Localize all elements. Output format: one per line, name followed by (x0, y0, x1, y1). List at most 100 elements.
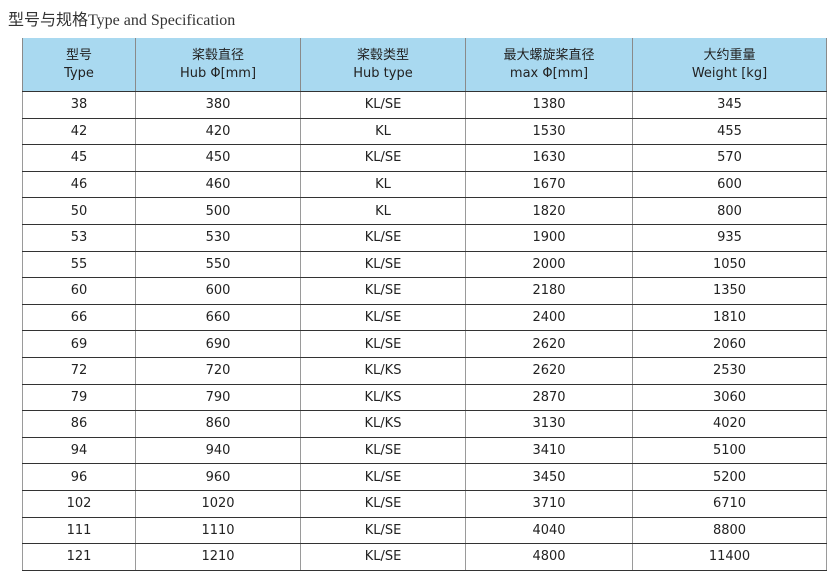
table-cell: 1630 (465, 144, 633, 172)
table-cell: 935 (632, 224, 827, 252)
table-cell: 800 (632, 197, 827, 225)
table-cell: 2870 (465, 384, 633, 412)
table-row: 69 690 KL/SE 2620 2060 (22, 330, 827, 358)
table-row: 94 940 KL/SE 3410 5100 (22, 437, 827, 465)
table-cell: 38 (22, 91, 136, 119)
table-cell: 3410 (465, 437, 633, 465)
table-cell: 1350 (632, 277, 827, 305)
spec-table: 型号 Type 桨毂直径 Hub Φ[mm] 桨毂类型 Hub type 最大螺旋桨直径 ma… (22, 38, 827, 571)
table-cell: 3060 (632, 384, 827, 412)
table-cell: 600 (135, 277, 301, 305)
table-cell: 420 (135, 118, 301, 146)
table-cell: 1810 (632, 304, 827, 332)
table-cell: 600 (632, 171, 827, 199)
column-header: 型号 Type (22, 38, 136, 92)
table-row: 45 450 KL/SE 1630 570 (22, 144, 827, 172)
column-header: 最大螺旋桨直径 max Φ[mm] (465, 38, 633, 92)
table-cell: 3710 (465, 490, 633, 518)
table-cell: 3130 (465, 410, 633, 438)
table-cell: 45 (22, 144, 136, 172)
table-cell: 69 (22, 330, 136, 358)
table-cell: 111 (22, 517, 136, 545)
table-cell: KL/SE (300, 304, 466, 332)
table-row: 60 600 KL/SE 2180 1350 (22, 277, 827, 305)
table-cell: KL/KS (300, 384, 466, 412)
table-cell: KL/SE (300, 543, 466, 571)
table-cell: 8800 (632, 517, 827, 545)
table-cell: 530 (135, 224, 301, 252)
table-cell: 60 (22, 277, 136, 305)
header-line: Weight [kg] (691, 65, 768, 81)
table-cell: 345 (632, 91, 827, 119)
table-cell: 455 (632, 118, 827, 146)
column-header: 桨毂类型 Hub type (300, 38, 466, 92)
table-row: 38 380 KL/SE 1380 345 (22, 91, 827, 119)
table-cell: 121 (22, 543, 136, 571)
table-cell: 1380 (465, 91, 633, 119)
table-cell: 3450 (465, 463, 633, 491)
table-cell: 690 (135, 330, 301, 358)
table-cell: 2000 (465, 251, 633, 279)
header-line: Hub Φ[mm] (179, 65, 257, 81)
table-cell: 4020 (632, 410, 827, 438)
table-cell: 4040 (465, 517, 633, 545)
column-header: 桨毂直径 Hub Φ[mm] (135, 38, 301, 92)
table-cell: KL/SE (300, 277, 466, 305)
header-line: max Φ[mm] (509, 65, 589, 81)
table-cell: 500 (135, 197, 301, 225)
table-cell: 2620 (465, 330, 633, 358)
header-line: 型号 (65, 47, 92, 63)
table-cell: 380 (135, 91, 301, 119)
table-cell: 4800 (465, 543, 633, 571)
table-cell: 2620 (465, 357, 633, 385)
table-row: 66 660 KL/SE 2400 1810 (22, 304, 827, 332)
table-cell: 960 (135, 463, 301, 491)
header-row: 型号 Type 桨毂直径 Hub Φ[mm] 桨毂类型 Hub type 最大螺旋桨直径 ma… (22, 38, 827, 92)
header-line: 桨毂类型 (356, 47, 409, 63)
table-cell: 790 (135, 384, 301, 412)
table-cell: KL/SE (300, 224, 466, 252)
table-cell: 860 (135, 410, 301, 438)
table-cell: 720 (135, 357, 301, 385)
table-cell: KL/SE (300, 330, 466, 358)
table-cell: KL (300, 197, 466, 225)
table-cell: 1020 (135, 490, 301, 518)
table-cell: 6710 (632, 490, 827, 518)
table-cell: 1210 (135, 543, 301, 571)
table-row: 55 550 KL/SE 2000 1050 (22, 251, 827, 279)
table-cell: 660 (135, 304, 301, 332)
header-line: Type (64, 65, 94, 81)
table-row: 102 1020 KL/SE 3710 6710 (22, 490, 827, 518)
table-cell: 42 (22, 118, 136, 146)
table-cell: 1530 (465, 118, 633, 146)
table-cell: KL/SE (300, 91, 466, 119)
table-cell: 102 (22, 490, 136, 518)
header-line: 最大螺旋桨直径 (503, 47, 595, 63)
table-cell: 2060 (632, 330, 827, 358)
table-cell: 5100 (632, 437, 827, 465)
table-cell: KL/SE (300, 490, 466, 518)
table-cell: 66 (22, 304, 136, 332)
table-row: 86 860 KL/KS 3130 4020 (22, 410, 827, 438)
table-cell: 1670 (465, 171, 633, 199)
table-cell: 2180 (465, 277, 633, 305)
table-row: 79 790 KL/KS 2870 3060 (22, 384, 827, 412)
table-cell: 1110 (135, 517, 301, 545)
table-row: 72 720 KL/KS 2620 2530 (22, 357, 827, 385)
table-cell: KL/SE (300, 144, 466, 172)
table-row: 121 1210 KL/SE 4800 11400 (22, 543, 827, 571)
table-row: 96 960 KL/SE 3450 5200 (22, 463, 827, 491)
table-cell: 96 (22, 463, 136, 491)
column-header: 大约重量 Weight [kg] (632, 38, 827, 92)
header-line: Hub type (353, 65, 413, 81)
table-cell: KL/SE (300, 251, 466, 279)
table-cell: KL (300, 118, 466, 146)
table-cell: 1050 (632, 251, 827, 279)
table-row: 111 1110 KL/SE 4040 8800 (22, 517, 827, 545)
table-cell: 1900 (465, 224, 633, 252)
table-cell: KL/KS (300, 410, 466, 438)
table-cell: KL/SE (300, 463, 466, 491)
page-title: 型号与规格Type and Specification (8, 12, 236, 29)
table-cell: KL/KS (300, 357, 466, 385)
table-cell: 50 (22, 197, 136, 225)
